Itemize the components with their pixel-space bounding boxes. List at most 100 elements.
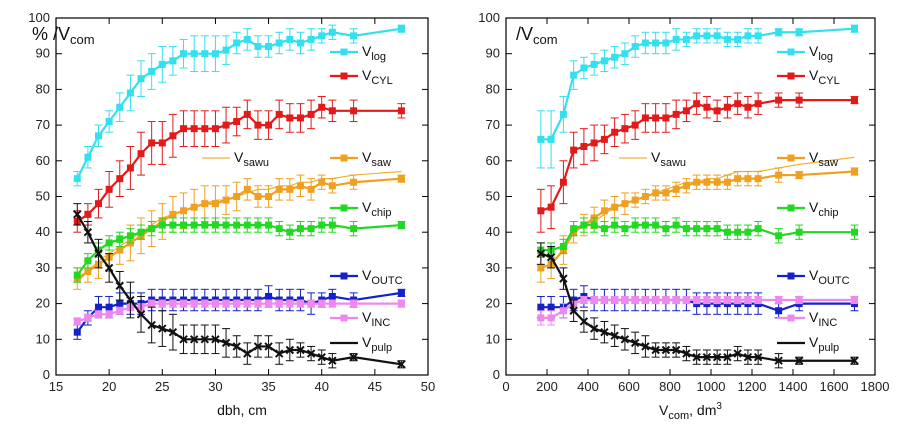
data-point	[397, 300, 405, 308]
x-tick-label: 25	[155, 379, 169, 394]
data-point	[275, 225, 283, 233]
legend-entry-OUTC: VOUTC	[777, 267, 850, 287]
data-point	[169, 132, 177, 140]
x-tick-label: 15	[49, 379, 63, 394]
data-point-stroke	[620, 335, 630, 344]
data-point	[233, 39, 241, 47]
series-chip	[536, 217, 859, 258]
data-point	[328, 221, 336, 229]
data-point	[547, 314, 555, 322]
data-point	[296, 345, 305, 355]
data-point	[641, 39, 649, 47]
data-point	[672, 35, 680, 43]
data-point	[265, 121, 273, 129]
data-point	[211, 125, 219, 133]
x-axis-label: dbh, cm	[217, 402, 267, 418]
data-point	[286, 114, 294, 122]
data-point	[713, 296, 721, 304]
data-point	[73, 175, 81, 183]
data-point	[307, 185, 315, 193]
y-tick-label: 20	[486, 296, 500, 311]
data-point-stroke	[104, 263, 114, 273]
data-point	[73, 210, 82, 219]
data-point	[703, 225, 711, 233]
y-tick-label: 60	[36, 153, 50, 168]
data-point	[285, 345, 295, 355]
data-point	[590, 221, 598, 229]
data-point	[693, 100, 701, 108]
data-point	[611, 53, 619, 61]
data-point-stroke	[115, 281, 124, 290]
data-point	[775, 96, 783, 104]
data-point	[662, 114, 670, 122]
data-point	[610, 331, 619, 340]
data-point	[559, 178, 567, 186]
data-point	[631, 196, 639, 204]
data-point	[775, 232, 783, 240]
legend-marker	[787, 204, 795, 212]
data-point	[723, 296, 731, 304]
data-point	[233, 193, 241, 200]
data-point	[744, 175, 752, 183]
data-point	[734, 175, 742, 183]
data-point-stroke	[702, 352, 712, 362]
data-point	[703, 178, 711, 186]
data-point	[180, 50, 188, 58]
data-point	[243, 110, 251, 118]
data-point	[703, 32, 711, 40]
data-point	[104, 263, 114, 273]
series-pulp	[73, 203, 406, 369]
data-point	[672, 221, 680, 229]
data-point	[631, 43, 639, 51]
data-point	[222, 300, 230, 308]
series-log	[73, 24, 406, 187]
legend-marker	[340, 314, 348, 322]
data-point	[233, 300, 241, 308]
data-point	[350, 178, 358, 186]
data-point	[95, 132, 103, 140]
data-point	[73, 317, 81, 325]
data-point-stroke	[317, 352, 326, 362]
legend-entry-sawu: Vsawu	[202, 149, 269, 169]
data-point	[744, 296, 752, 304]
data-point	[744, 103, 752, 111]
legend-marker	[787, 48, 795, 56]
data-point	[190, 125, 198, 133]
series-INC	[73, 299, 406, 326]
data-point	[318, 300, 326, 308]
data-point	[682, 107, 690, 115]
chart-panel-2: 0 200 400 600 800 1000 1200 1400 1600 1800 0 10 20 30…	[478, 10, 889, 422]
y-tick-label: 50	[36, 189, 50, 204]
data-point	[286, 35, 294, 43]
x-tick-label: 1400	[779, 379, 808, 394]
data-point-stroke	[168, 327, 178, 337]
legend-label: VOUTC	[809, 267, 850, 287]
data-point	[744, 32, 752, 40]
data-point-stroke	[600, 327, 609, 337]
data-point	[211, 50, 219, 58]
data-point-stroke	[243, 349, 252, 358]
data-point	[221, 338, 231, 348]
data-point	[397, 221, 405, 229]
data-point	[105, 303, 113, 311]
data-point	[328, 182, 336, 190]
data-point	[569, 306, 578, 315]
y-tick-label: 90	[486, 46, 500, 61]
data-point-stroke	[253, 342, 263, 351]
y-tick-label: 30	[36, 260, 50, 275]
x-tick-label: 1200	[738, 379, 767, 394]
data-point	[723, 352, 732, 362]
data-point	[672, 296, 680, 304]
legend-marker	[340, 204, 348, 212]
data-point	[350, 107, 358, 115]
data-point	[693, 32, 701, 40]
legend-marker	[340, 154, 348, 162]
data-point	[190, 221, 198, 229]
data-point	[275, 300, 283, 308]
data-point	[328, 28, 336, 36]
data-point	[265, 292, 273, 300]
data-point	[307, 35, 315, 43]
data-point	[148, 68, 156, 76]
legend-entry-OUTC: VOUTC	[330, 267, 403, 287]
y-tick-label: 40	[36, 224, 50, 239]
